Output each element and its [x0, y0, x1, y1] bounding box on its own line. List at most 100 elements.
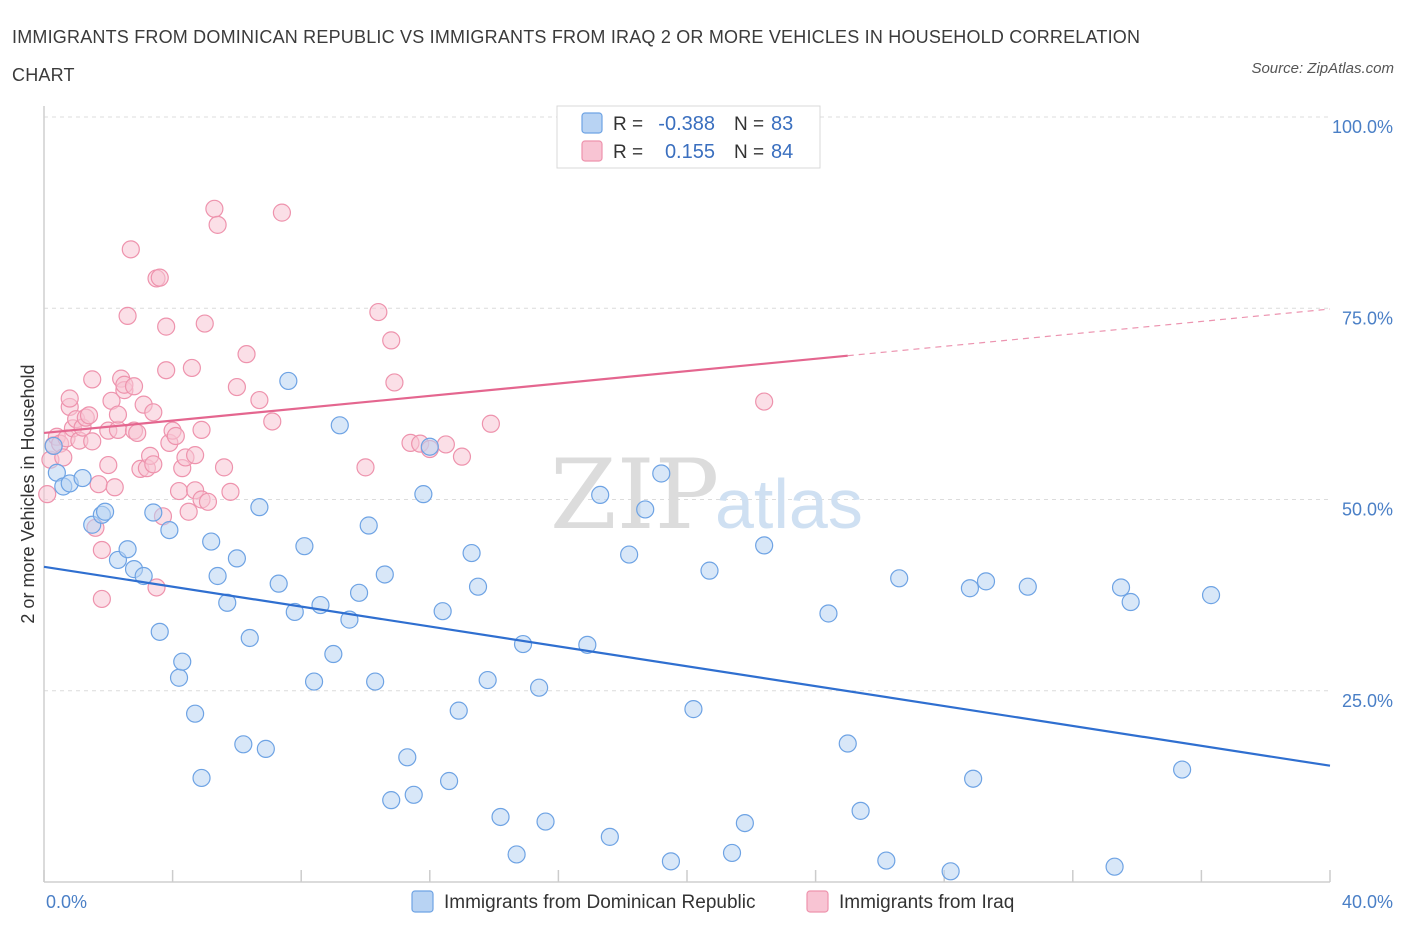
stats-legend: R = -0.388 N = 83 R = 0.155 N = 84	[556, 105, 821, 169]
data-point	[1018, 577, 1037, 596]
data-point	[195, 314, 214, 333]
data-point	[735, 813, 754, 833]
data-point	[964, 769, 983, 788]
trend-line-dominican	[43, 565, 1331, 767]
data-point	[118, 306, 137, 325]
y-tick-label: 50.0%	[1342, 500, 1393, 520]
data-point	[591, 485, 610, 505]
data-point	[356, 458, 375, 477]
data-point	[240, 628, 259, 648]
data-point	[661, 852, 681, 871]
chart-title: IMMIGRANTS FROM DOMINICAN REPUBLIC VS IM…	[12, 27, 1141, 85]
data-point	[369, 302, 388, 322]
data-point	[83, 432, 102, 451]
data-point	[221, 482, 240, 501]
data-point	[269, 574, 288, 593]
series-legend: Immigrants from Dominican Republic Immig…	[411, 890, 1014, 913]
legend-swatch-pink	[581, 140, 603, 162]
data-point	[214, 458, 234, 477]
data-point	[620, 545, 639, 564]
data-point	[150, 622, 169, 641]
series-legend-label-iraq: Immigrants from Iraq	[839, 892, 1014, 913]
trend-lines	[43, 308, 1331, 767]
watermark-zip: ZIP	[550, 439, 719, 551]
data-point	[398, 748, 417, 767]
data-point	[295, 537, 314, 556]
data-point	[722, 843, 742, 863]
data-point	[468, 577, 488, 596]
data-point	[250, 498, 269, 517]
data-point	[272, 203, 292, 222]
data-point	[1111, 578, 1131, 597]
data-point	[234, 735, 253, 754]
data-point	[227, 549, 246, 568]
data-point	[128, 423, 147, 443]
data-point	[1173, 760, 1192, 779]
data-point	[382, 791, 401, 810]
data-point	[304, 672, 324, 691]
data-point	[420, 437, 439, 456]
data-point	[157, 361, 176, 380]
legend-n-label-blue: N =	[734, 114, 764, 135]
y-axis-title: 2 or more Vehicles in Household	[18, 364, 38, 623]
data-point	[157, 317, 176, 336]
data-point	[205, 199, 224, 218]
data-point	[491, 807, 510, 827]
data-point	[92, 540, 111, 560]
data-point	[385, 373, 404, 392]
data-point	[38, 485, 57, 504]
data-point	[1121, 592, 1140, 612]
data-point	[124, 377, 144, 396]
data-point	[169, 481, 189, 501]
y-tick-labels: 100.0% 75.0% 50.0% 25.0%	[1332, 117, 1393, 711]
data-point	[73, 468, 92, 488]
legend-r-value-pink: 0.155	[665, 141, 715, 163]
data-point	[182, 358, 201, 378]
data-point	[478, 670, 497, 690]
data-point	[851, 801, 870, 820]
y-tick-label: 100.0%	[1332, 117, 1393, 137]
data-point	[404, 785, 423, 804]
data-point	[960, 579, 980, 598]
data-point	[481, 414, 500, 433]
y-tick-label: 25.0%	[1342, 691, 1393, 711]
data-point	[324, 644, 343, 664]
data-point	[186, 704, 205, 723]
legend-r-label-pink: R =	[613, 142, 643, 163]
data-point	[89, 475, 108, 494]
data-point	[433, 602, 452, 621]
data-point	[349, 583, 369, 602]
data-point	[359, 516, 378, 535]
data-point	[99, 455, 118, 475]
data-point	[838, 734, 857, 753]
series-legend-swatch-dominican	[411, 890, 434, 913]
data-point	[652, 464, 671, 483]
data-point	[60, 389, 79, 408]
data-point	[1201, 586, 1221, 605]
data-point	[179, 502, 198, 521]
trend-line-iraq-extension	[847, 308, 1331, 357]
data-point	[192, 768, 211, 788]
watermark: ZIP atlas	[550, 439, 863, 551]
data-point	[208, 215, 227, 234]
data-point	[414, 485, 433, 504]
source-label: Source: ZipAtlas.com	[1251, 60, 1394, 77]
legend-n-label-pink: N =	[734, 142, 764, 163]
data-point	[1105, 857, 1124, 876]
legend-n-value-pink: 84	[771, 141, 793, 163]
data-point	[684, 700, 703, 719]
legend-n-value-blue: 83	[771, 113, 793, 135]
series-legend-swatch-iraq	[806, 890, 829, 913]
data-point	[160, 520, 179, 540]
data-point	[166, 426, 185, 446]
trend-line-iraq	[43, 354, 848, 435]
data-point	[118, 540, 137, 559]
data-point	[877, 851, 896, 870]
data-point	[192, 420, 211, 439]
data-point	[755, 392, 774, 411]
data-point	[79, 406, 99, 425]
data-point	[941, 862, 960, 881]
data-point	[530, 678, 549, 697]
data-point	[95, 502, 115, 521]
